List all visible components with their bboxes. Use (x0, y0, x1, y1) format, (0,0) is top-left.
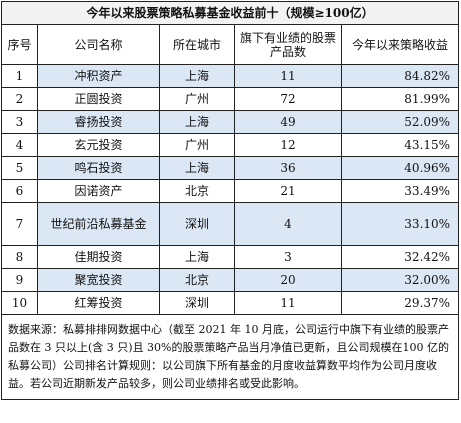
count-cell: 72 (234, 87, 342, 111)
company-cell: 世纪前沿私募基金 (37, 202, 160, 246)
return-cell: 33.10% (340, 202, 460, 246)
return-cell: 84.82% (340, 64, 460, 88)
table-row: 5 鸣石投资 上海 36 40.96% (1, 156, 460, 180)
title-row: 今年以来股票策略私募基金收益前十（规模≥100亿） (0, 1, 460, 25)
ranking-table: 今年以来股票策略私募基金收益前十（规模≥100亿） 序号 公司名称 所在城市 旗… (0, 1, 460, 400)
company-cell: 红筹投资 (37, 291, 160, 315)
table-row: 3 睿扬投资 上海 49 52.09% (1, 110, 460, 134)
company-cell: 佳期投资 (37, 245, 160, 269)
count-cell: 21 (234, 179, 342, 203)
table-row: 4 玄元投资 广州 12 43.15% (1, 133, 460, 157)
note-row: 数据来源：私募排排网数据中心（截至 2021 年 10 月底，公司运行中旗下有业… (0, 314, 460, 400)
header-company: 公司名称 (37, 24, 160, 65)
return-cell: 32.00% (340, 268, 460, 292)
rank-cell: 9 (1, 268, 38, 292)
count-cell: 3 (234, 245, 342, 269)
return-cell: 29.37% (340, 291, 460, 315)
count-cell: 12 (234, 133, 342, 157)
city-cell: 深圳 (159, 202, 235, 246)
header-return: 今年以来策略收益 (340, 24, 460, 65)
header-rank: 序号 (1, 24, 38, 65)
table-row: 7 世纪前沿私募基金 深圳 4 33.10% (1, 202, 460, 246)
rank-cell: 1 (1, 64, 38, 88)
return-cell: 52.09% (340, 110, 460, 134)
company-cell: 鸣石投资 (37, 156, 160, 180)
return-cell: 81.99% (340, 87, 460, 111)
company-cell: 聚宽投资 (37, 268, 160, 292)
city-cell: 上海 (159, 110, 235, 134)
rank-cell: 6 (1, 179, 38, 203)
return-cell: 33.49% (340, 179, 460, 203)
city-cell: 上海 (159, 245, 235, 269)
header-row: 序号 公司名称 所在城市 旗下有业绩的股票产品数 今年以来策略收益 (1, 24, 460, 65)
table-row: 9 聚宽投资 北京 20 32.00% (1, 268, 460, 292)
source-note: 数据来源：私募排排网数据中心（截至 2021 年 10 月底，公司运行中旗下有业… (0, 314, 460, 400)
count-cell: 36 (234, 156, 342, 180)
company-cell: 正圆投资 (37, 87, 160, 111)
rank-cell: 5 (1, 156, 38, 180)
count-cell: 11 (234, 64, 342, 88)
city-cell: 北京 (159, 268, 235, 292)
table-title: 今年以来股票策略私募基金收益前十（规模≥100亿） (0, 1, 460, 25)
return-cell: 43.15% (340, 133, 460, 157)
count-cell: 49 (234, 110, 342, 134)
company-cell: 因诺资产 (37, 179, 160, 203)
company-cell: 玄元投资 (37, 133, 160, 157)
company-cell: 睿扬投资 (37, 110, 160, 134)
city-cell: 深圳 (159, 291, 235, 315)
rank-cell: 4 (1, 133, 38, 157)
city-cell: 北京 (159, 179, 235, 203)
city-cell: 上海 (159, 64, 235, 88)
table-row: 2 正圆投资 广州 72 81.99% (1, 87, 460, 111)
count-cell: 20 (234, 268, 342, 292)
city-cell: 广州 (159, 87, 235, 111)
rank-cell: 3 (1, 110, 38, 134)
rank-cell: 8 (1, 245, 38, 269)
rank-cell: 2 (1, 87, 38, 111)
table-row: 1 冲积资产 上海 11 84.82% (1, 64, 460, 88)
rank-cell: 7 (1, 202, 38, 246)
city-cell: 广州 (159, 133, 235, 157)
return-cell: 40.96% (340, 156, 460, 180)
table-row: 6 因诺资产 北京 21 33.49% (1, 179, 460, 203)
table-row: 10 红筹投资 深圳 11 29.37% (1, 291, 460, 315)
count-cell: 4 (234, 202, 342, 246)
table-row: 8 佳期投资 上海 3 32.42% (1, 245, 460, 269)
return-cell: 32.42% (340, 245, 460, 269)
city-cell: 上海 (159, 156, 235, 180)
header-product-count: 旗下有业绩的股票产品数 (234, 24, 342, 65)
company-cell: 冲积资产 (37, 64, 160, 88)
rank-cell: 10 (1, 291, 38, 315)
header-city: 所在城市 (159, 24, 235, 65)
count-cell: 11 (234, 291, 342, 315)
